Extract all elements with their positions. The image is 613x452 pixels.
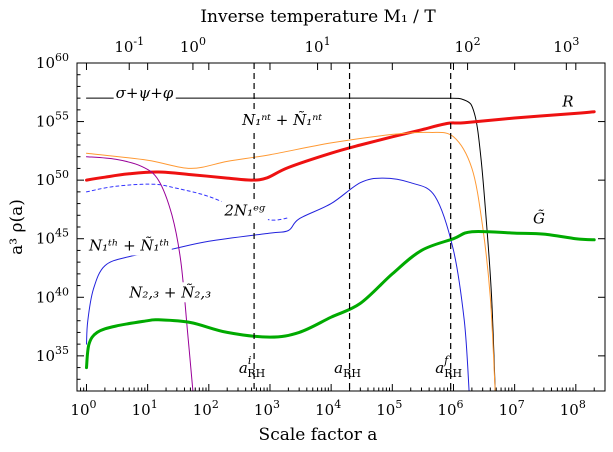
y-tick-label: 1050 bbox=[36, 168, 69, 189]
vertical-line-layer: ai RH aRH af RH bbox=[239, 63, 462, 391]
series-line bbox=[86, 177, 470, 391]
series-label: N₁ⁿᵗ + Ñ₁ⁿᵗ bbox=[241, 111, 322, 129]
top-tick-label: 101 bbox=[305, 35, 331, 56]
x-tick-label: 100 bbox=[70, 398, 96, 419]
series-line bbox=[86, 97, 496, 391]
series-line bbox=[86, 183, 289, 221]
series-line bbox=[86, 131, 496, 391]
series-label: G̃ bbox=[533, 209, 545, 227]
x-tick-label: 103 bbox=[254, 398, 280, 419]
x-tick-label: 102 bbox=[193, 398, 219, 419]
top-tick-label: 103 bbox=[553, 35, 579, 56]
series-label: N₁ᵗʰ + Ñ₁ᵗʰ bbox=[88, 236, 170, 254]
series-label-background bbox=[531, 208, 548, 229]
reheating-line-label: af RH bbox=[435, 354, 462, 380]
reheating-line-label: ai RH bbox=[239, 354, 265, 380]
y-tick-label: 1055 bbox=[36, 110, 69, 131]
top-tick-label: 102 bbox=[455, 35, 481, 56]
series-label-background bbox=[559, 91, 576, 112]
y-axis-label: a³ ρ(a) bbox=[7, 199, 27, 255]
series-label-background bbox=[113, 83, 176, 104]
y-tick-label: 1040 bbox=[36, 285, 69, 306]
series-label: R bbox=[561, 92, 573, 110]
x-tick-label: 101 bbox=[132, 398, 158, 419]
x-tick-label: 106 bbox=[437, 398, 463, 419]
y-tick-label: 1045 bbox=[36, 227, 69, 248]
series-label-background bbox=[239, 110, 325, 131]
x-tick-label: 108 bbox=[560, 398, 586, 419]
series-label: 2N₁ᵉᵍ bbox=[223, 201, 265, 219]
series-label-background bbox=[86, 235, 172, 256]
series-label-background bbox=[126, 282, 214, 303]
series-label: N₂,₃ + Ñ₂,₃ bbox=[128, 283, 211, 301]
x-tick-label: 104 bbox=[315, 398, 341, 419]
top-axis-label: Inverse temperature M₁ / T bbox=[200, 7, 436, 27]
x-axis-label: Scale factor a bbox=[259, 425, 378, 445]
series-line bbox=[86, 156, 194, 391]
x-tick-label: 105 bbox=[376, 398, 402, 419]
reheating-line-label: aRH bbox=[334, 359, 361, 380]
series-line bbox=[85, 229, 596, 370]
top-tick-label: 10-1 bbox=[114, 35, 144, 56]
series-label-background bbox=[221, 200, 268, 221]
series-layer bbox=[85, 97, 596, 391]
series-label: σ+ψ+φ bbox=[116, 84, 174, 102]
y-tick-label: 1035 bbox=[36, 344, 69, 365]
label-layer: σ+ψ+φ R N₁ⁿᵗ + Ñ₁ⁿᵗ 2N₁ᵉᵍ N₁ᵗʰ + Ñ₁ᵗʰ N₂,₃ + … bbox=[86, 83, 576, 303]
series-line bbox=[85, 110, 596, 182]
tick-layer: 100 101 102 103 104 105 106 107 108 1035 1040 1045 1… bbox=[36, 35, 606, 419]
y-tick-label: 1060 bbox=[36, 51, 69, 72]
x-tick-label: 107 bbox=[499, 398, 525, 419]
top-tick-label: 100 bbox=[180, 35, 206, 56]
